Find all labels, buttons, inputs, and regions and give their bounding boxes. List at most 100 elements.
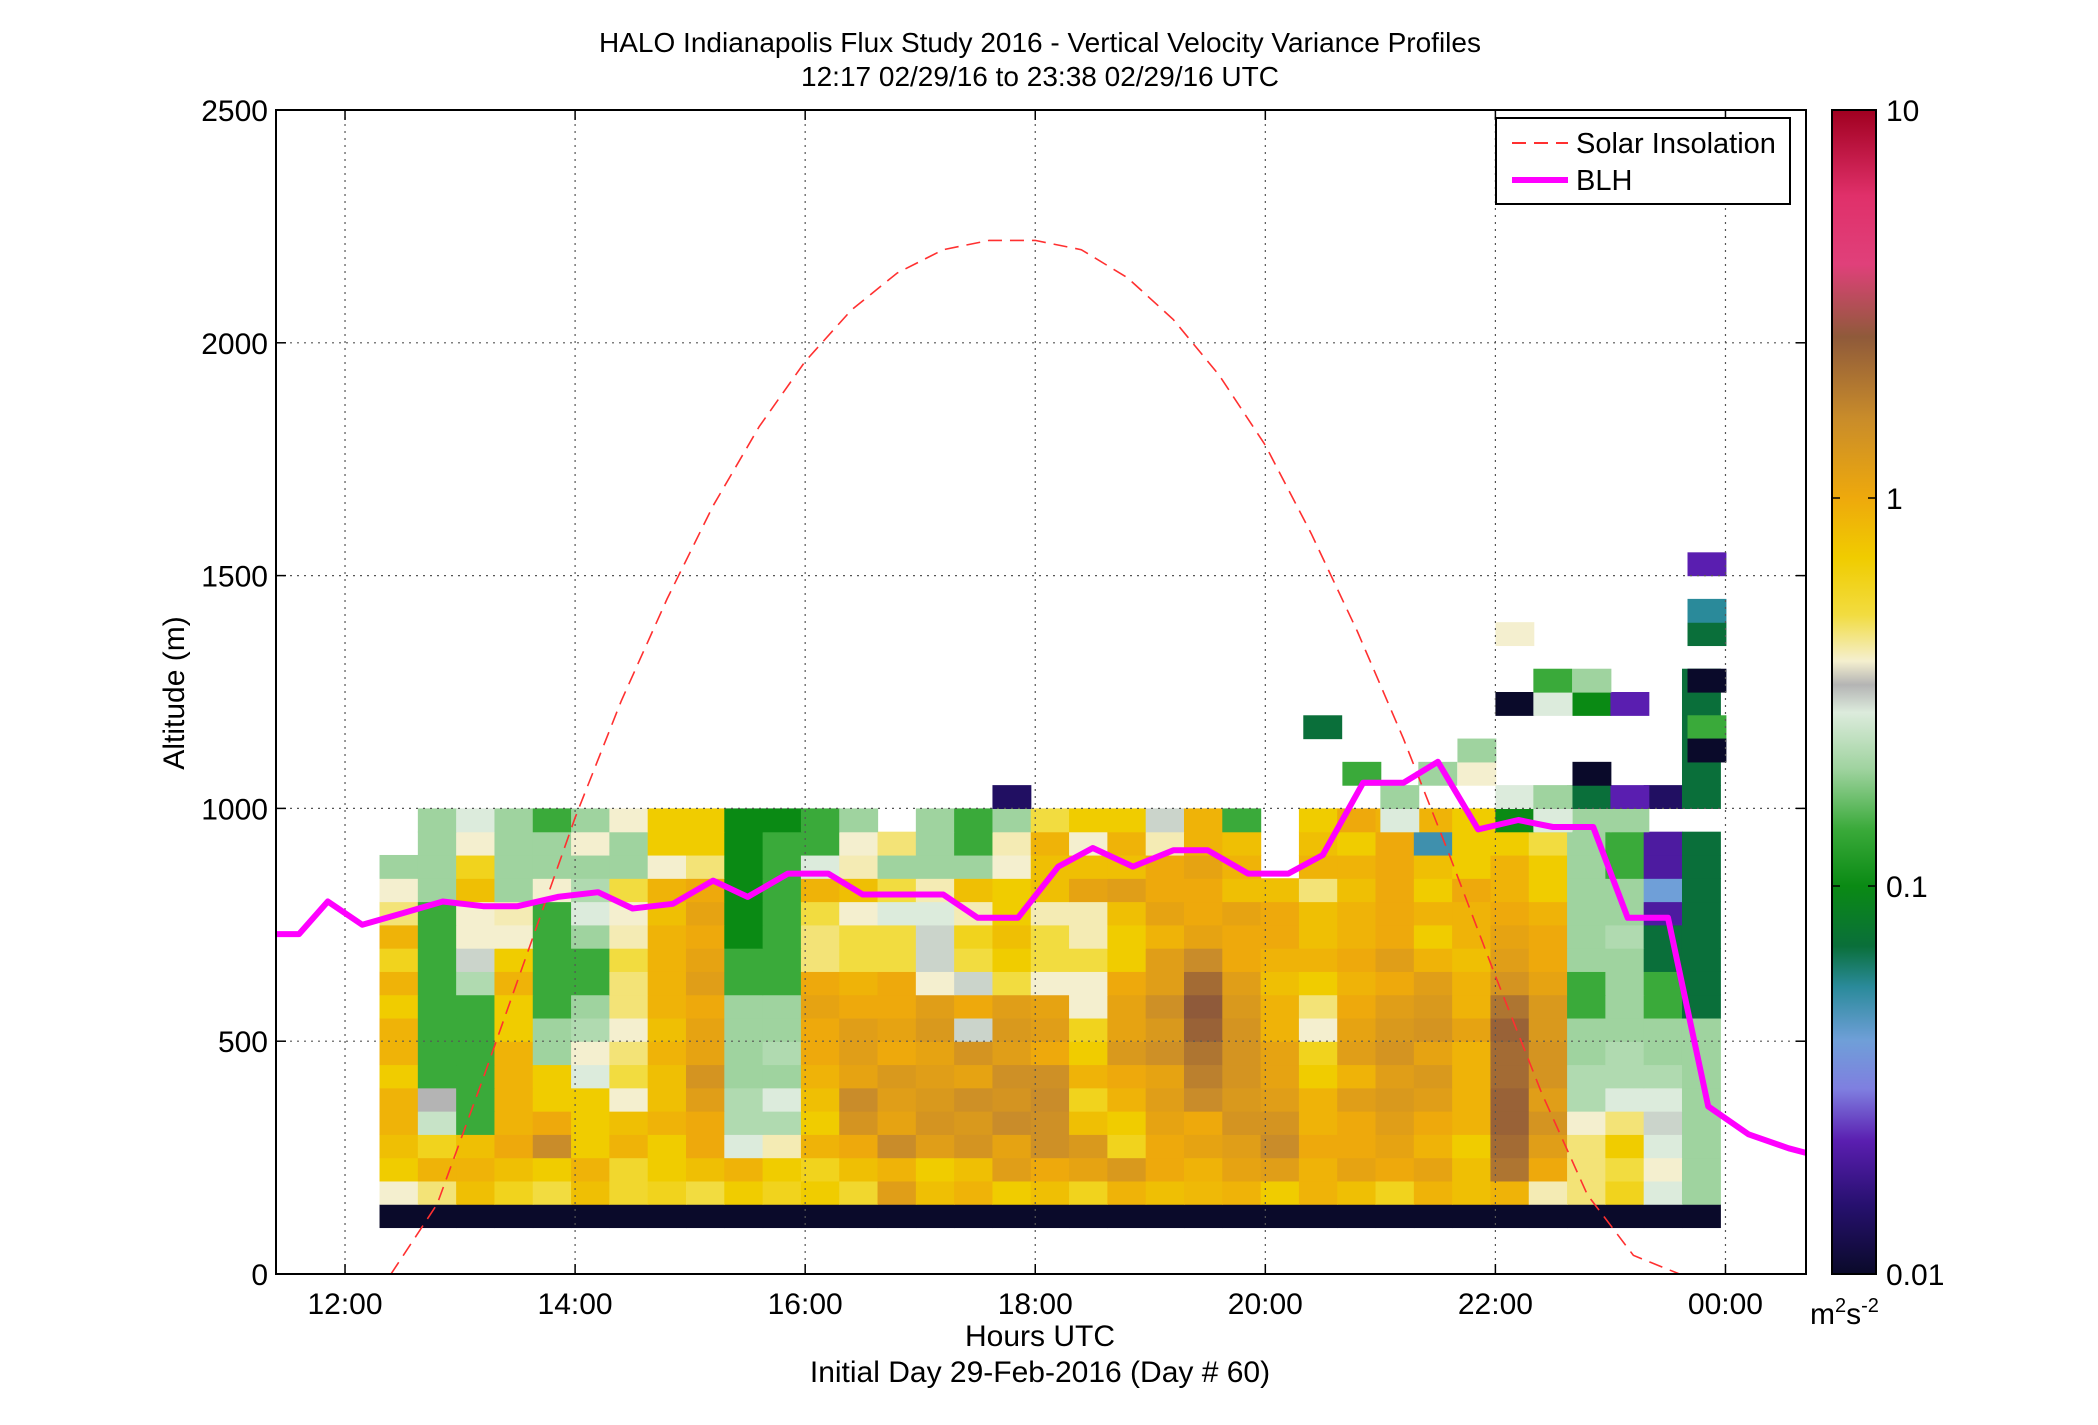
heatmap-cell-524 xyxy=(1681,878,1721,903)
x-tick-label-4: 20:00 xyxy=(1228,1288,1303,1321)
x-tick-label-6: 00:00 xyxy=(1688,1288,1763,1321)
heatmap-cell-99 xyxy=(1490,1157,1530,1182)
heatmap-cell-70 xyxy=(379,1157,419,1182)
heatmap-cell-395 xyxy=(762,948,802,972)
heatmap-cell-561 xyxy=(494,831,534,856)
heatmap-cell-53 xyxy=(1069,1180,1108,1205)
heatmap-cell-89 xyxy=(1107,1157,1147,1182)
heatmap-cell-95 xyxy=(1337,1157,1377,1182)
heatmap-cell-516 xyxy=(1375,878,1415,903)
heatmap-cell-256 xyxy=(800,1041,840,1066)
heatmap-cell-320 xyxy=(571,994,610,1019)
heatmap-cell-68 xyxy=(1643,1180,1683,1205)
y-tick-label-3: 1500 xyxy=(201,561,268,594)
heatmap-cell-351 xyxy=(417,971,457,996)
heatmap-cell-427 xyxy=(647,924,687,949)
unit-base: m xyxy=(1810,1298,1835,1331)
heatmap-cell-296 xyxy=(992,1017,1032,1042)
heatmap-cell-233 xyxy=(1260,1064,1300,1089)
heatmap-cell-491 xyxy=(417,878,457,903)
heatmap-cell-482 xyxy=(1413,901,1453,926)
heatmap-cell-514 xyxy=(1298,878,1338,903)
heatmap-cell-483 xyxy=(1452,901,1492,926)
heatmap-cell-286 xyxy=(609,1017,649,1042)
heatmap-cell-327 xyxy=(839,994,879,1019)
heatmap-cell-507 xyxy=(1030,878,1070,903)
heatmap-cell-175 xyxy=(379,1087,419,1112)
plot-frame xyxy=(275,109,1807,1275)
heatmap-cell-355 xyxy=(571,971,610,996)
colorbar-tick-label-1: 0.1 xyxy=(1886,871,1928,904)
heatmap-cell-326 xyxy=(800,994,840,1019)
heatmap-cell-343 xyxy=(1452,994,1492,1019)
heatmap-cell-333 xyxy=(1069,994,1108,1019)
heatmap-cell-534 xyxy=(724,854,764,879)
heatmap-cell-412 xyxy=(1413,948,1453,972)
heatmap-cell-331 xyxy=(992,994,1032,1019)
heatmap-cell-41 xyxy=(609,1180,649,1205)
heatmap-cell-194 xyxy=(1107,1087,1147,1112)
heatmap-cell-503 xyxy=(877,878,917,903)
heatmap-cell-562 xyxy=(532,831,572,856)
heatmap-cell-232 xyxy=(1222,1064,1262,1089)
heatmap-cell-637 xyxy=(1572,761,1612,786)
heatmap-cell-552 xyxy=(1452,854,1492,879)
heatmap-cell-641 xyxy=(1380,785,1420,809)
heatmap-cell-38 xyxy=(494,1180,534,1205)
heatmap-cell-9 xyxy=(724,1204,764,1229)
heatmap-cell-112 xyxy=(647,1134,687,1159)
heatmap-cell-259 xyxy=(915,1041,955,1066)
heatmap-cell-380 xyxy=(1528,971,1568,996)
heatmap-cell-239 xyxy=(1490,1064,1530,1089)
heatmap-cell-116 xyxy=(800,1134,840,1159)
heatmap-cell-204 xyxy=(1490,1087,1530,1112)
heatmap-cell-172 xyxy=(1605,1111,1645,1135)
heatmap-cell-75 xyxy=(571,1157,610,1182)
heatmap-cell-73 xyxy=(494,1157,534,1182)
heatmap-cell-468 xyxy=(877,901,917,926)
heatmap-cell-565 xyxy=(647,831,687,856)
heatmap-cell-198 xyxy=(1260,1087,1300,1112)
heatmap-cell-373 xyxy=(1260,971,1300,996)
heatmap-cell-539 xyxy=(915,854,955,879)
heatmap-cell-400 xyxy=(954,948,994,972)
heatmap-cell-644 xyxy=(1303,715,1343,740)
heatmap-cell-292 xyxy=(839,1017,879,1042)
heatmap-cell-315 xyxy=(379,994,419,1019)
heatmap-cell-23 xyxy=(1260,1204,1300,1229)
heatmap-cell-430 xyxy=(762,924,802,949)
heatmap-cell-352 xyxy=(456,971,496,996)
heatmap-cell-196 xyxy=(1183,1087,1223,1112)
heatmap-cell-549 xyxy=(1337,854,1377,879)
heatmap-cell-583 xyxy=(1375,831,1415,856)
heatmap-cell-26 xyxy=(1375,1204,1415,1229)
heatmap-cell-39 xyxy=(532,1180,572,1205)
heatmap-cell-366 xyxy=(992,971,1032,996)
heatmap-cell-568 xyxy=(762,831,802,856)
heatmap-cell-632 xyxy=(1533,785,1573,809)
heatmap-cell-290 xyxy=(762,1017,802,1042)
colorbar-tick-label-3: 10 xyxy=(1886,95,1919,128)
heatmap-cell-553 xyxy=(1490,854,1530,879)
heatmap-cell-359 xyxy=(724,971,764,996)
heatmap-cell-519 xyxy=(1490,878,1530,903)
heatmap-cell-496 xyxy=(609,878,649,903)
heatmap-cell-107 xyxy=(456,1134,496,1159)
heatmap-cell-184 xyxy=(724,1087,764,1112)
heatmap-cell-407 xyxy=(1222,948,1262,972)
heatmap-cell-371 xyxy=(1183,971,1223,996)
y-tick-label-0: 0 xyxy=(251,1259,268,1292)
heatmap-cell-105 xyxy=(379,1134,419,1159)
heatmap-cell-571 xyxy=(877,831,917,856)
heatmap-cell-463 xyxy=(685,901,725,926)
heatmap-cell-61 xyxy=(1375,1180,1415,1205)
heatmap-cell-492 xyxy=(456,878,496,903)
heatmap-cell-397 xyxy=(839,948,879,972)
unit-sup-2: -2 xyxy=(1861,1295,1879,1317)
heatmap-cell-389 xyxy=(532,948,572,972)
heatmap-cell-622 xyxy=(1643,785,1683,809)
heatmap-cell-624 xyxy=(1681,761,1721,786)
heatmap-cell-646 xyxy=(1533,692,1573,716)
heatmap-cell-423 xyxy=(494,924,534,949)
heatmap-cell-86 xyxy=(992,1157,1032,1182)
